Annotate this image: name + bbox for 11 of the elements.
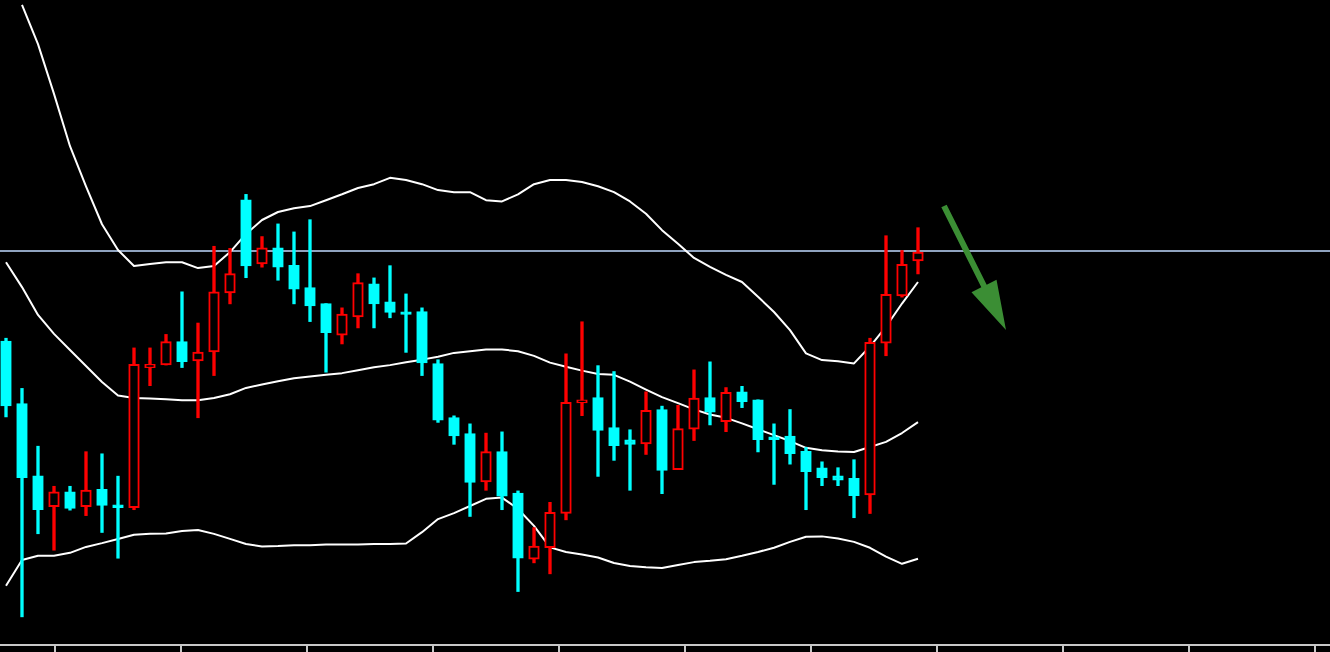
candlestick: [80, 451, 92, 516]
candlestick: [48, 485, 60, 551]
candlestick: [608, 371, 620, 461]
candlestick: [144, 347, 156, 387]
candlestick: [304, 219, 316, 322]
candlestick: [400, 293, 412, 353]
candlestick: [96, 453, 108, 533]
candlestick: [384, 265, 396, 319]
candlestick: [912, 227, 924, 275]
candlestick: [192, 322, 204, 419]
candlestick: [624, 429, 636, 491]
